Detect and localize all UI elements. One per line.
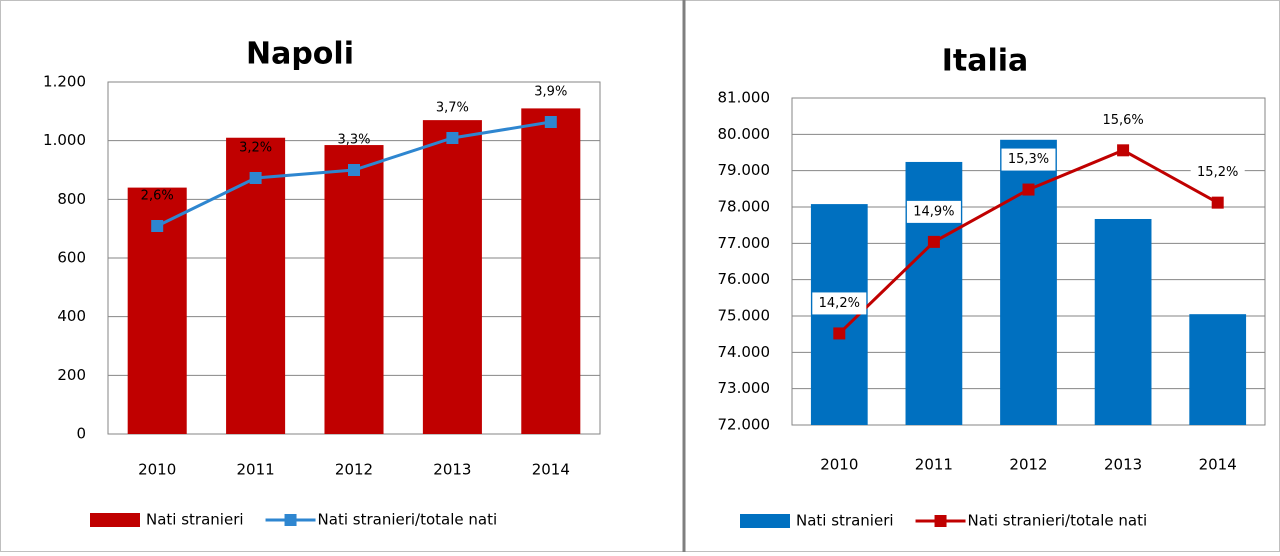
legend-label: Nati stranieri <box>146 511 244 529</box>
y-tick-label: 77.000 <box>718 234 771 252</box>
data-label: 15,2% <box>1197 165 1238 180</box>
point <box>249 172 262 184</box>
y-tick-label: 73.000 <box>718 379 771 397</box>
y-tick-label: 800 <box>57 190 86 208</box>
y-tick-label: 400 <box>57 307 86 325</box>
data-label: 3,2% <box>239 141 272 156</box>
label-box <box>906 200 961 223</box>
data-label: 15,6% <box>1102 113 1143 128</box>
y-tick-label: 81.000 <box>718 89 771 107</box>
point <box>927 235 940 248</box>
point <box>833 327 846 340</box>
x-tick-label: 2010 <box>820 456 858 474</box>
x-tick-label: 2010 <box>138 461 176 479</box>
legend-swatch <box>740 514 790 528</box>
legend-label: Nati stranieri <box>796 512 894 530</box>
label-box <box>1096 109 1151 132</box>
label-box <box>812 292 867 315</box>
bar <box>324 145 384 435</box>
legend-marker <box>284 514 297 526</box>
y-tick-label: 76.000 <box>718 270 771 288</box>
x-tick-label: 2014 <box>532 461 570 479</box>
y-tick-label: 72.000 <box>718 416 771 434</box>
bar <box>422 120 482 434</box>
y-tick-label: 0 <box>76 425 86 443</box>
data-label: 3,7% <box>436 101 469 116</box>
bar <box>1094 218 1152 425</box>
label-box <box>1190 161 1245 184</box>
chart-title: Napoli <box>246 37 354 72</box>
y-tick-label: 74.000 <box>718 343 771 361</box>
data-label: 2,6% <box>141 189 174 204</box>
point <box>151 220 164 232</box>
data-label: 3,3% <box>337 133 370 148</box>
legend-label: Nati stranieri/totale nati <box>318 511 498 529</box>
data-label: 14,9% <box>913 204 954 219</box>
legend-swatch <box>90 513 140 527</box>
point <box>1211 196 1224 209</box>
point <box>1117 144 1130 157</box>
x-tick-label: 2011 <box>915 456 953 474</box>
point <box>544 116 557 128</box>
data-label: 15,3% <box>1008 152 1049 167</box>
point <box>348 164 360 176</box>
x-tick-label: 2012 <box>1009 456 1047 474</box>
x-tick-label: 2013 <box>433 461 471 479</box>
x-tick-label: 2011 <box>237 461 275 479</box>
legend-label: Nati stranieri/totale nati <box>968 512 1148 530</box>
point <box>446 132 459 144</box>
y-tick-label: 600 <box>57 249 86 267</box>
x-tick-label: 2012 <box>335 461 373 479</box>
x-tick-label: 2014 <box>1199 456 1237 474</box>
y-tick-label: 79.000 <box>718 161 771 179</box>
y-tick-label: 200 <box>57 366 86 384</box>
x-tick-label: 2013 <box>1104 456 1142 474</box>
bar <box>521 108 581 435</box>
bar <box>1189 314 1247 425</box>
legend-marker <box>934 515 947 527</box>
y-tick-label: 75.000 <box>718 307 771 325</box>
chart-title: Italia <box>942 44 1029 79</box>
y-tick-label: 1.000 <box>43 131 86 149</box>
point <box>1022 183 1035 196</box>
y-tick-label: 80.000 <box>718 125 771 143</box>
y-tick-label: 78.000 <box>718 198 771 216</box>
data-label: 14,2% <box>819 296 860 311</box>
y-tick-label: 1.200 <box>43 73 86 91</box>
data-label: 3,9% <box>534 85 567 100</box>
label-box <box>1001 148 1056 171</box>
